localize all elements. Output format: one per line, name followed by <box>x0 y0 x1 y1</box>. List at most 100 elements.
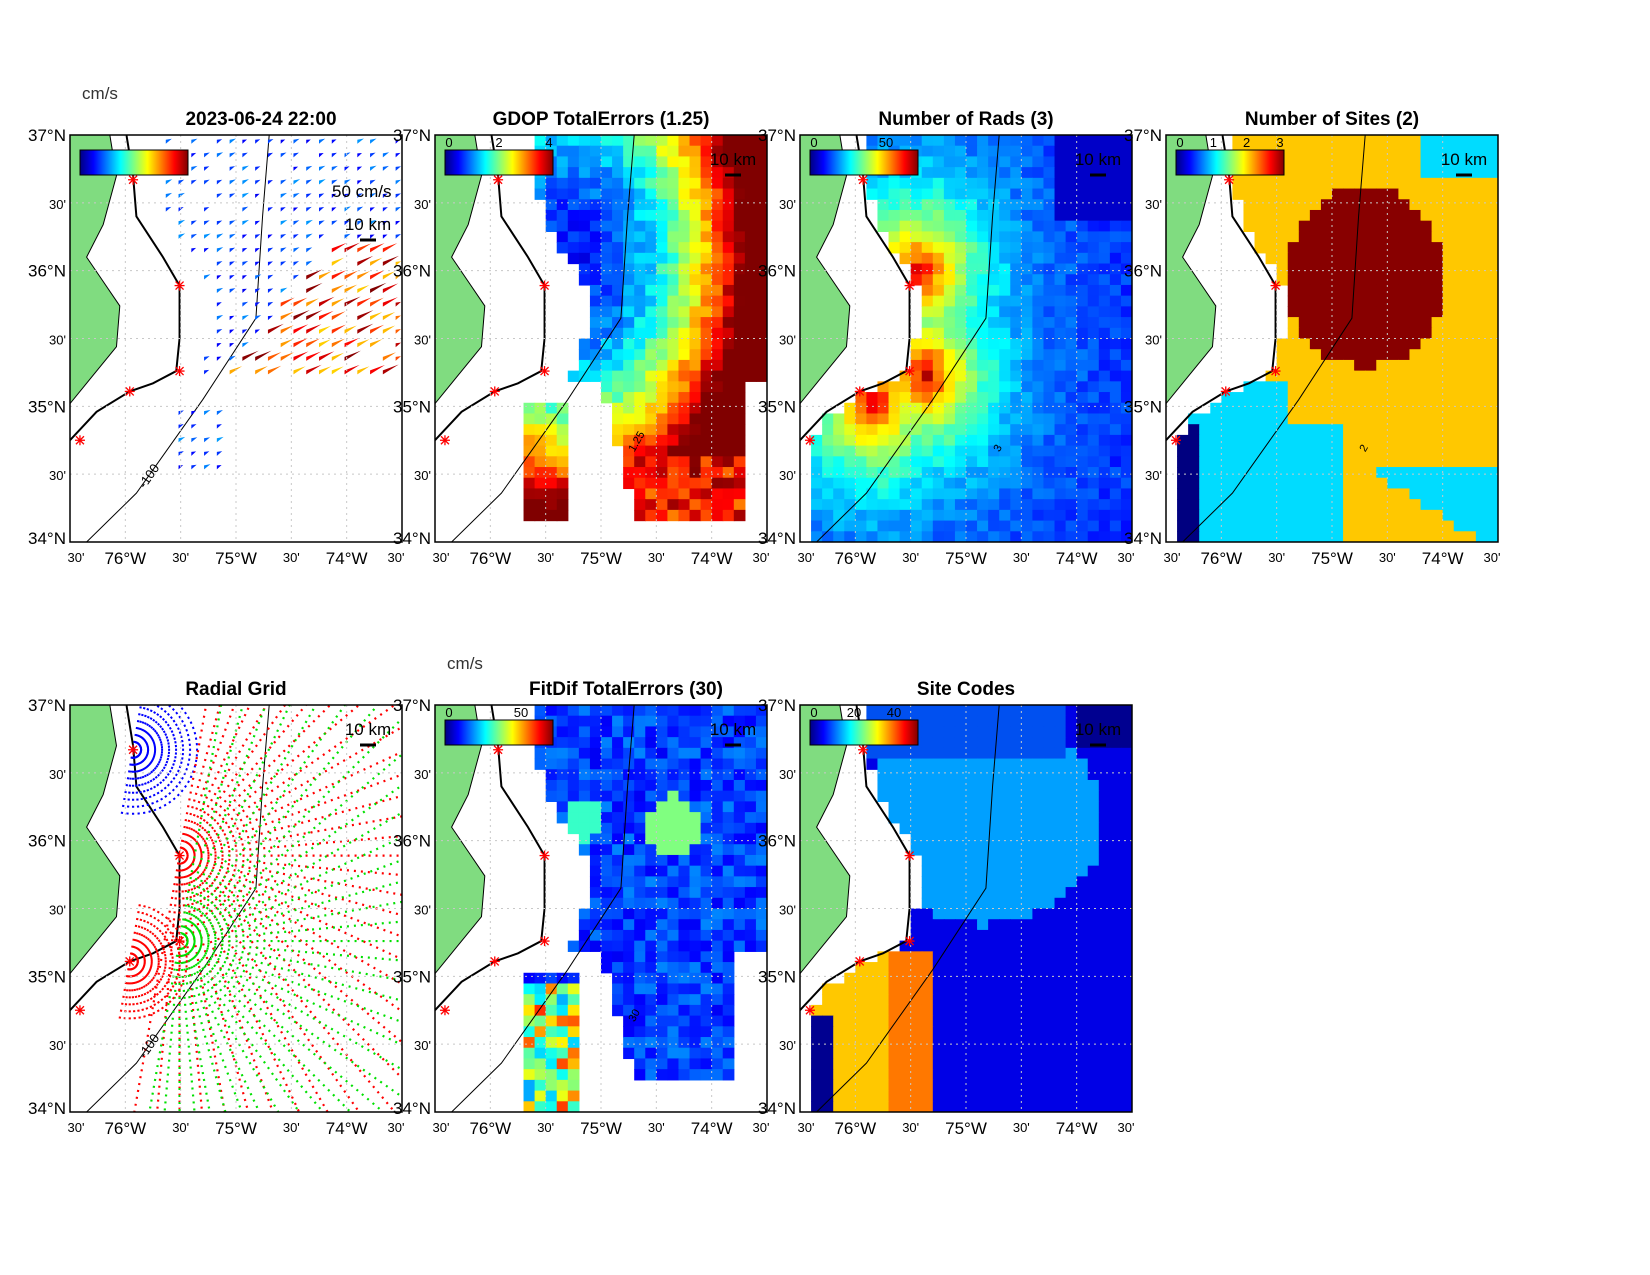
radial-dots <box>178 705 379 942</box>
heatmap-cell <box>988 1069 1000 1081</box>
heatmap-cell <box>1343 220 1355 232</box>
heatmap-cell <box>1098 962 1111 974</box>
heatmap-cell <box>689 737 702 749</box>
heatmap-cell <box>722 1037 735 1049</box>
heatmap-cell <box>1098 1037 1111 1049</box>
heatmap-cell <box>1199 434 1211 447</box>
heatmap-cell <box>545 199 558 211</box>
heatmap-cell <box>1087 135 1100 147</box>
heatmap-cell <box>977 145 989 158</box>
heatmap-cell <box>999 156 1011 168</box>
heatmap-cell <box>1265 135 1278 147</box>
heatmap-cell <box>1098 381 1111 393</box>
axes-frame <box>799 704 1133 1113</box>
heatmap-cell <box>744 263 757 275</box>
heatmap-cell <box>966 188 978 200</box>
heatmap-cell <box>589 715 602 728</box>
heatmap-cell <box>1098 531 1111 542</box>
heatmap-cell <box>645 284 657 297</box>
heatmap-cell <box>689 135 702 147</box>
heatmap-cell <box>612 844 624 856</box>
heatmap-cell <box>999 972 1011 985</box>
heatmap-cell <box>1243 392 1256 404</box>
heatmap-cell <box>634 402 646 415</box>
heatmap-cell <box>954 940 967 952</box>
heatmap-cell <box>1010 349 1022 361</box>
heatmap-cell <box>1343 242 1355 254</box>
heatmap-cell <box>921 747 934 760</box>
heatmap-cell <box>954 1015 967 1027</box>
heatmap-cell <box>932 1047 945 1060</box>
heatmap-cell <box>545 790 558 802</box>
heatmap-cell <box>589 779 602 792</box>
heatmap-cell <box>1032 919 1045 931</box>
heatmap-cell <box>921 509 934 522</box>
heatmap-cell <box>1054 402 1067 415</box>
heatmap-cell <box>988 424 1000 436</box>
velocity-arrow <box>319 310 334 321</box>
heatmap-cell <box>999 812 1011 824</box>
heatmap-cell <box>1309 349 1322 361</box>
heatmap-cell <box>1409 306 1422 318</box>
heatmap-cell <box>1109 1037 1122 1049</box>
heatmap-cell <box>1254 188 1267 200</box>
velocity-arrow <box>216 139 223 144</box>
heatmap-cell <box>733 284 746 297</box>
heatmap-cell <box>1475 509 1488 522</box>
heatmap-cell <box>988 779 1000 792</box>
heatmap-cell <box>1087 1026 1100 1038</box>
velocity-arrow <box>242 247 248 253</box>
heatmap-cell <box>855 1015 867 1027</box>
heatmap-cell <box>1021 865 1033 877</box>
heatmap-cell <box>578 370 591 382</box>
heatmap-cell <box>545 188 558 200</box>
heatmap-cell <box>1021 854 1033 867</box>
heatmap-cell <box>1010 392 1022 404</box>
heatmap-cell <box>1387 327 1399 340</box>
heatmap-cell <box>1177 445 1189 457</box>
heatmap-cell <box>1254 413 1267 425</box>
heatmap-cell <box>755 135 767 147</box>
heatmap-cell <box>943 940 956 952</box>
heatmap-cell <box>1076 940 1089 952</box>
heatmap-cell <box>678 274 691 286</box>
heatmap-cell <box>656 876 668 888</box>
heatmap-cell <box>977 231 989 243</box>
heatmap-cell <box>667 252 680 265</box>
heatmap-cell <box>1354 488 1366 500</box>
heatmap-cell <box>667 488 680 500</box>
heatmap-cell <box>844 1101 856 1112</box>
heatmap-cell <box>1431 434 1444 447</box>
heatmap-cell <box>1332 188 1344 200</box>
heatmap-cell <box>567 199 580 211</box>
lon-tick-label: 30' <box>283 1120 300 1135</box>
radial-dots <box>132 708 192 751</box>
lon-tick-label: 30' <box>1268 550 1285 565</box>
velocity-arrow <box>255 166 261 171</box>
heatmap-cell <box>1065 940 1078 952</box>
heatmap-cell <box>811 531 823 542</box>
radial-dots <box>125 749 135 820</box>
velocity-arrow <box>229 315 235 321</box>
heatmap-cell <box>1076 424 1089 436</box>
heatmap-cell <box>1332 156 1344 168</box>
heatmap-cell <box>1098 402 1111 415</box>
heatmap-cell <box>634 499 646 511</box>
heatmap-cell <box>1043 467 1056 479</box>
velocity-arrow <box>242 342 249 348</box>
heatmap-cell <box>744 705 757 717</box>
heatmap-cell <box>966 317 978 329</box>
heatmap-cell <box>1409 509 1422 522</box>
heatmap-cell <box>866 509 879 522</box>
velocity-arrow <box>306 247 313 253</box>
heatmap-cell <box>755 833 767 845</box>
velocity-arrow <box>370 270 385 280</box>
heatmap-cell <box>645 790 657 802</box>
heatmap-cell <box>1398 167 1411 179</box>
heatmap-cell <box>1276 434 1289 447</box>
heatmap-cell <box>1276 509 1289 522</box>
heatmap-cell <box>1087 349 1100 361</box>
heatmap-cell <box>656 488 668 500</box>
heatmap-cell <box>1076 929 1089 942</box>
radial-dots <box>179 939 402 1002</box>
